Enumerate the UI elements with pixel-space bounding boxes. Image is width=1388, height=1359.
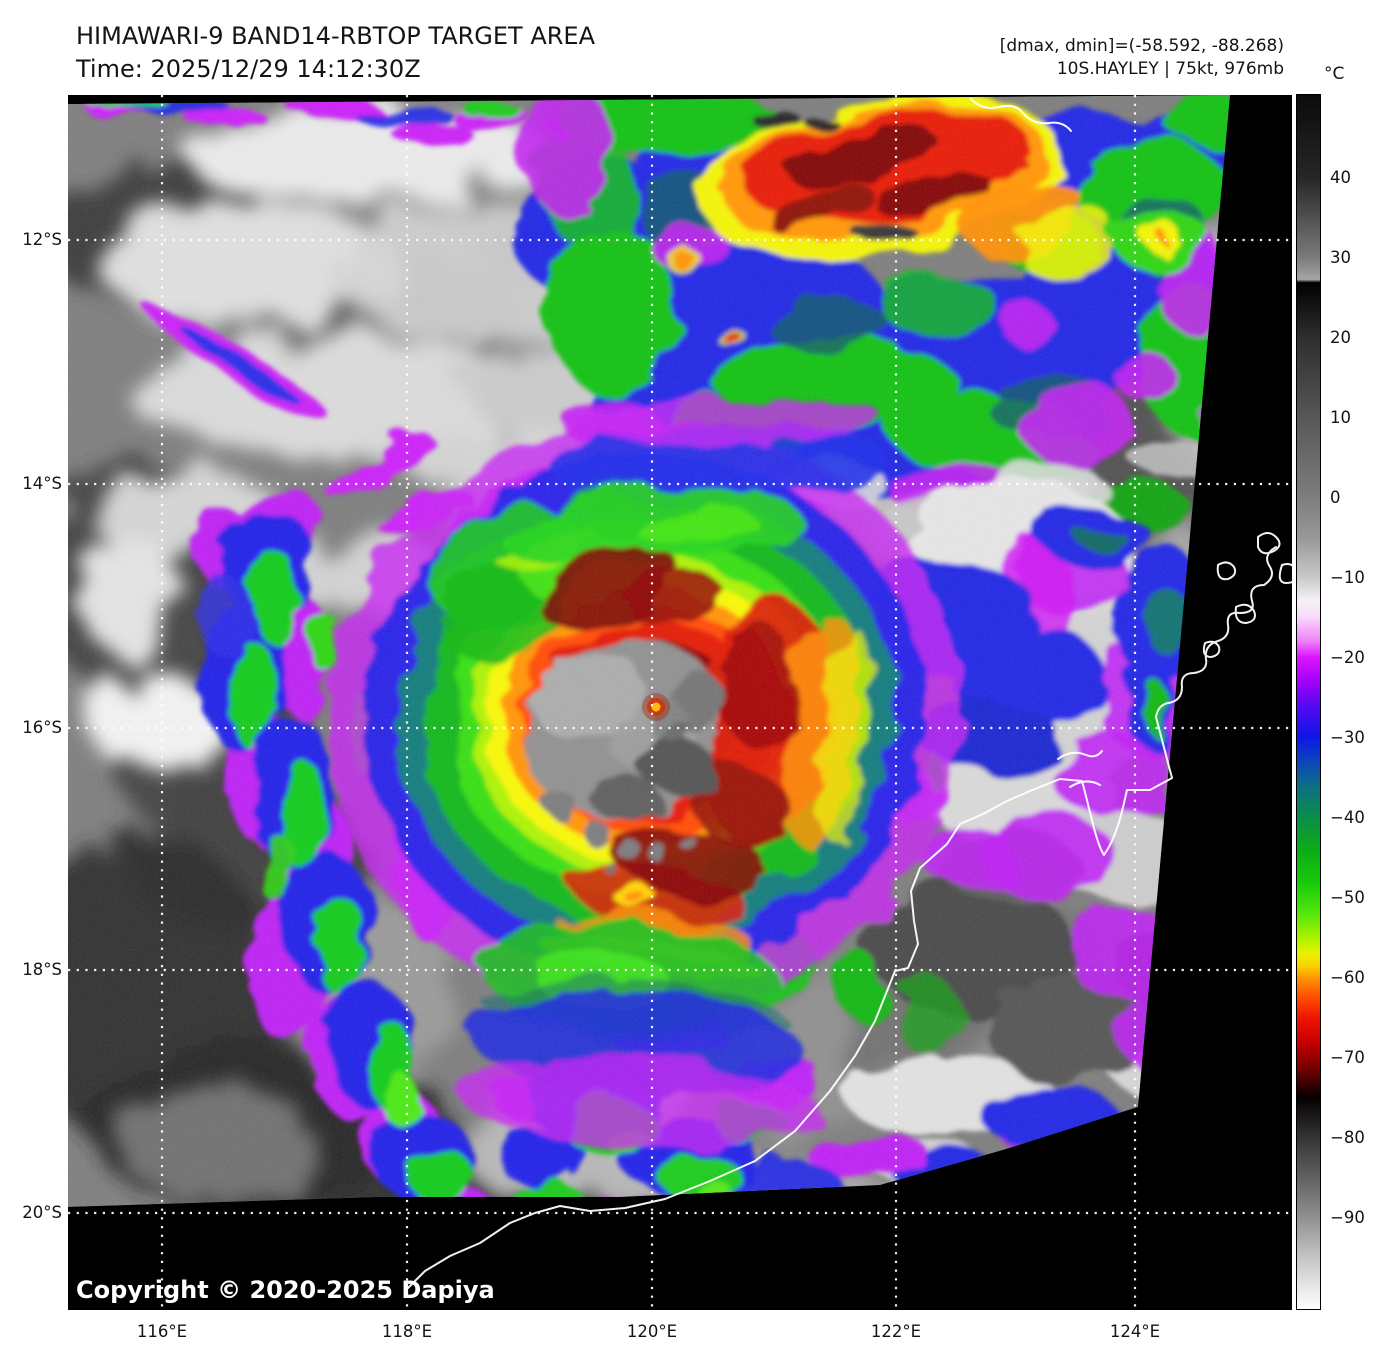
lat-tick-label: 20°S — [22, 1203, 62, 1222]
colorbar-tick-label: 10 — [1330, 408, 1351, 427]
map-plot-area: Copyright © 2020-2025 Dapiya — [68, 95, 1292, 1310]
dmax-dmin-readout: [dmax, dmin]=(-58.592, -88.268) — [999, 36, 1284, 56]
coastline-australia-mainland — [404, 777, 1173, 1292]
lon-tick-label: 116°E — [136, 1322, 188, 1341]
temperature-colorbar — [1296, 94, 1321, 1310]
coastline-island — [1257, 532, 1281, 555]
colorbar-tick-label: −30 — [1330, 728, 1365, 747]
copyright-watermark: Copyright © 2020-2025 Dapiya — [76, 1276, 495, 1304]
coastline-archipelago — [1069, 780, 1101, 788]
graticule-gridlines — [68, 95, 1292, 1310]
lat-tick-label: 14°S — [22, 474, 62, 493]
product-timestamp: Time: 2025/12/29 14:12:30Z — [76, 55, 421, 83]
product-title: HIMAWARI-9 BAND14-RBTOP TARGET AREA — [76, 22, 596, 50]
lat-tick-label: 18°S — [22, 960, 62, 979]
lat-tick-label: 16°S — [22, 718, 62, 737]
colorbar-tick-label: 30 — [1330, 248, 1351, 267]
storm-intensity-readout: 10S.HAYLEY | 75kt, 976mb — [1056, 59, 1284, 79]
colorbar-tick-label: −80 — [1330, 1128, 1365, 1147]
lon-tick-label: 124°E — [1109, 1322, 1161, 1341]
colorbar-tick-label: −20 — [1330, 648, 1365, 667]
coastline-island — [1202, 640, 1221, 658]
coastline-kimberley — [1155, 546, 1277, 779]
colorbar-tick-label: −90 — [1330, 1208, 1365, 1227]
colorbar-tick-label: 0 — [1330, 488, 1341, 507]
coastline-island — [1278, 563, 1292, 584]
colorbar-tick-label: −70 — [1330, 1048, 1365, 1067]
lat-tick-label: 12°S — [22, 230, 62, 249]
cloud-grain-texture — [68, 95, 1230, 1207]
colorbar-tick-label: −50 — [1330, 888, 1365, 907]
lon-tick-label: 118°E — [381, 1322, 433, 1341]
coastline-archipelago — [1057, 750, 1103, 760]
colorbar-unit-label: °C — [1324, 64, 1345, 84]
colorbar-tick-label: −10 — [1330, 568, 1365, 587]
colorbar-tick-label: 40 — [1330, 168, 1351, 187]
colorbar-tick-label: −60 — [1330, 968, 1365, 987]
satellite-imagery — [68, 95, 1292, 1310]
colorbar-tick-label: −40 — [1330, 808, 1365, 827]
lon-tick-label: 122°E — [870, 1322, 922, 1341]
colorbar-tick-label: 20 — [1330, 328, 1351, 347]
coastline-island — [1234, 603, 1256, 624]
coastline-island — [1216, 561, 1237, 581]
coastlines — [404, 98, 1292, 1292]
lon-tick-label: 120°E — [626, 1322, 678, 1341]
coastline-timor-ne-corner — [970, 98, 1072, 132]
